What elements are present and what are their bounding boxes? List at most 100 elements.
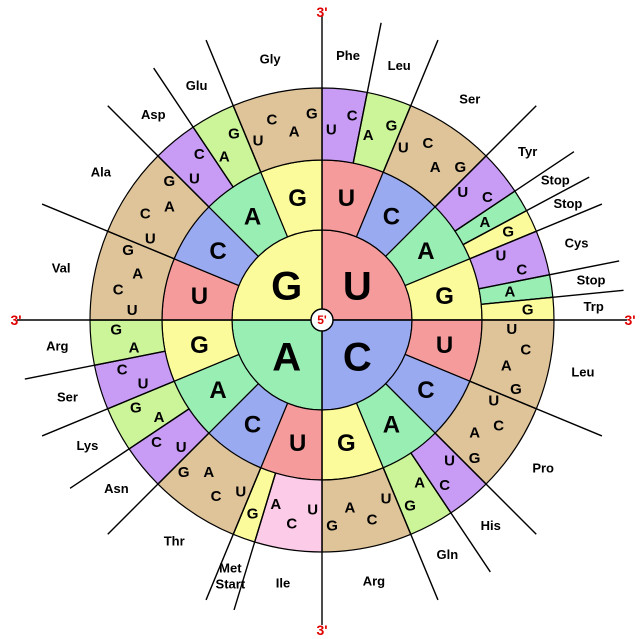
third-base: A: [289, 124, 300, 141]
third-base: C: [117, 362, 128, 379]
second-base: U: [191, 283, 208, 310]
three-prime-label: 3': [316, 622, 327, 638]
third-base: C: [211, 488, 222, 505]
third-base: G: [326, 517, 338, 534]
three-prime-label: 3': [624, 312, 635, 328]
third-base: C: [151, 434, 162, 451]
third-base: U: [189, 171, 200, 188]
amino-acid-divider: [41, 203, 175, 260]
second-base: A: [209, 377, 226, 404]
third-base: A: [132, 265, 143, 282]
amino-acid-label: Arg: [363, 573, 385, 588]
amino-acid-label: Arg: [46, 339, 68, 354]
third-base: U: [495, 247, 506, 264]
amino-acid-divider: [478, 260, 620, 290]
center-circle: [310, 308, 334, 332]
third-base: G: [164, 173, 176, 190]
amino-acid-label: Val: [52, 261, 71, 276]
third-base: G: [522, 301, 534, 318]
amino-acid-label: Trp: [584, 299, 604, 314]
third-base: G: [502, 223, 514, 240]
second-base: U: [436, 332, 453, 359]
third-base: A: [344, 499, 355, 516]
third-base: G: [510, 381, 522, 398]
third-base: C: [267, 112, 278, 129]
first-base: U: [343, 265, 372, 309]
amino-acid-divider: [462, 176, 590, 246]
third-base: A: [430, 159, 441, 176]
third-base: C: [347, 108, 358, 125]
amino-acid-divider: [205, 39, 262, 173]
third-base: U: [381, 490, 392, 507]
second-base: A: [244, 204, 261, 231]
third-base: G: [306, 106, 318, 123]
third-base: A: [129, 339, 140, 356]
third-base: A: [505, 284, 516, 301]
amino-acid-label: Glu: [186, 78, 208, 93]
third-base: U: [253, 133, 264, 150]
amino-acid-label: Leu: [388, 58, 411, 73]
amino-acid-label: Ile: [276, 576, 290, 591]
third-base: U: [488, 393, 499, 410]
third-base: U: [326, 122, 337, 139]
third-base: G: [178, 464, 190, 481]
third-base: A: [164, 198, 175, 215]
third-base: G: [130, 400, 142, 417]
second-base: G: [337, 430, 356, 457]
second-base: A: [383, 411, 400, 438]
amino-acid-divider: [69, 408, 190, 489]
third-base: A: [363, 127, 374, 144]
third-base: G: [247, 505, 259, 522]
second-base: U: [289, 430, 306, 457]
five-prime-label: 5': [317, 313, 327, 327]
third-base: C: [113, 281, 124, 298]
third-base: U: [127, 302, 138, 319]
amino-acid-label: Ala: [91, 165, 112, 180]
third-base: C: [516, 261, 527, 278]
amino-acid-divider: [233, 472, 277, 611]
second-base: C: [417, 377, 434, 404]
amino-acid-label: Lys: [76, 438, 98, 453]
amino-acid-label: Cys: [565, 235, 589, 250]
third-base: C: [493, 417, 504, 434]
third-base: G: [404, 498, 416, 515]
amino-acid-divider: [469, 380, 603, 437]
third-base: G: [386, 118, 398, 135]
third-base: A: [480, 214, 491, 231]
amino-acid-label: Asp: [141, 107, 166, 122]
third-base: U: [307, 501, 318, 518]
amino-acid-divider: [24, 350, 166, 380]
amino-acid-divider: [382, 39, 439, 173]
amino-acid-label: Phe: [336, 48, 360, 63]
third-base: U: [176, 439, 187, 456]
amino-acid-divider: [454, 151, 575, 232]
amino-acid-divider: [434, 432, 537, 535]
third-base: U: [457, 184, 468, 201]
amino-acid-divider: [41, 380, 175, 437]
amino-acid-divider: [107, 105, 210, 208]
amino-acid-label: Ser: [459, 91, 480, 106]
amino-acid-label: Stop: [577, 273, 606, 288]
third-base: A: [154, 409, 165, 426]
amino-acid-divider: [352, 22, 382, 164]
third-base: A: [469, 425, 480, 442]
first-base: G: [271, 265, 302, 309]
second-base: C: [383, 204, 400, 231]
third-base: A: [501, 358, 512, 375]
second-base: G: [288, 185, 307, 212]
third-base: C: [140, 206, 151, 223]
amino-acid-divider: [481, 289, 624, 306]
amino-acid-divider: [205, 467, 262, 601]
third-base: A: [219, 149, 230, 166]
third-base: G: [228, 125, 240, 142]
three-prime-label: 3': [10, 312, 21, 328]
amino-acid-divider: [410, 452, 491, 573]
third-base: C: [194, 146, 205, 163]
third-base: A: [414, 474, 425, 491]
second-base: G: [435, 283, 454, 310]
second-base: G: [190, 332, 209, 359]
third-base: C: [482, 189, 493, 206]
third-base: U: [145, 230, 156, 247]
third-base: C: [439, 477, 450, 494]
